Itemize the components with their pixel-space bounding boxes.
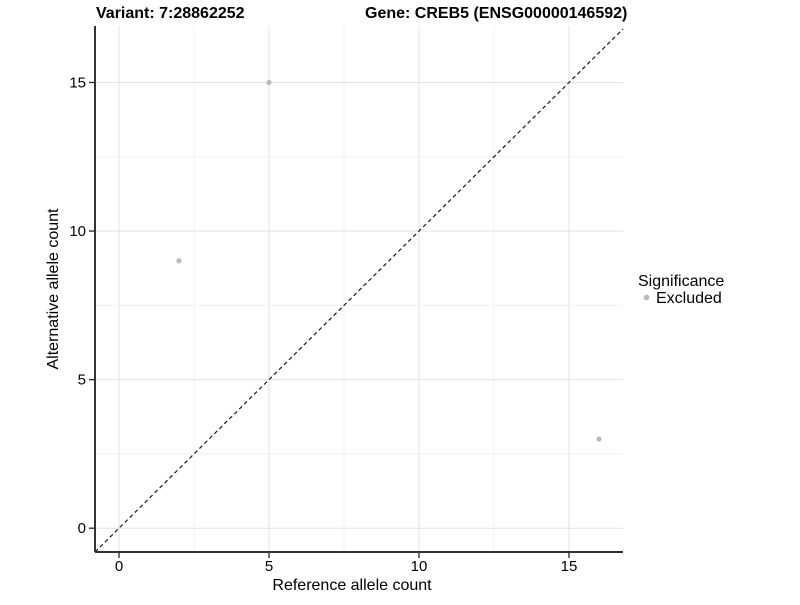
x-tick-label: 5 bbox=[265, 558, 273, 575]
legend-point-icon bbox=[643, 294, 650, 301]
x-tick-label: 0 bbox=[115, 558, 123, 575]
y-tick-label: 10 bbox=[69, 223, 86, 240]
plot-title-variant: Variant: 7:28862252 bbox=[96, 5, 245, 22]
x-tick-label: 10 bbox=[411, 558, 428, 575]
legend-title: Significance bbox=[638, 273, 724, 290]
y-axis-tick-labels: 0 5 10 15 bbox=[69, 74, 86, 537]
plot-title-gene: Gene: CREB5 (ENSG00000146592) bbox=[365, 5, 627, 22]
minor-gridlines bbox=[95, 26, 623, 552]
scatter-point bbox=[596, 436, 602, 442]
scatter-point bbox=[266, 79, 272, 86]
y-tick-label: 5 bbox=[78, 372, 86, 389]
x-axis-tick-labels: 0 5 10 15 bbox=[115, 558, 578, 575]
y-axis-title: Alternative allele count bbox=[45, 208, 62, 370]
y-tick-label: 15 bbox=[69, 74, 86, 91]
y-tick-label: 0 bbox=[78, 520, 86, 537]
major-gridlines bbox=[95, 26, 623, 552]
x-tick-label: 15 bbox=[561, 558, 578, 575]
scatter-point bbox=[176, 258, 182, 264]
legend-item-label: Excluded bbox=[656, 290, 722, 307]
data-points bbox=[176, 79, 602, 442]
identity-reference-line bbox=[94, 28, 624, 553]
legend: Significance Excluded bbox=[638, 273, 724, 307]
y-axis-ticks bbox=[89, 81, 94, 529]
x-axis-ticks bbox=[118, 553, 570, 558]
x-axis-title: Reference allele count bbox=[272, 577, 432, 594]
